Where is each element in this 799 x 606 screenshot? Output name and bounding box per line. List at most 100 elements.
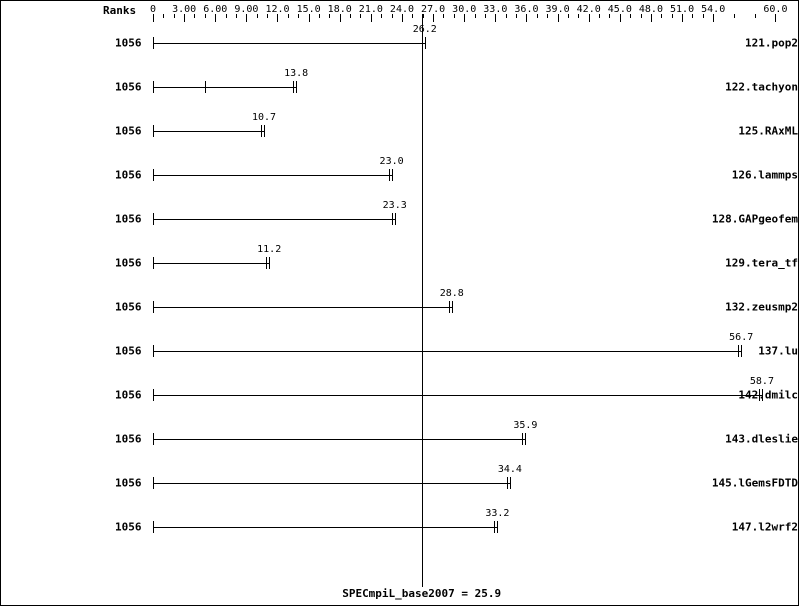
whisker-bar <box>153 527 497 528</box>
benchmark-name: 132.zeusmp2 <box>690 301 798 314</box>
benchmark-rank: 1056 <box>115 389 142 402</box>
whisker-end-cap <box>452 301 453 313</box>
benchmark-value-label: 23.0 <box>380 156 404 167</box>
whisker-end-cap <box>392 169 393 181</box>
benchmark-rank: 1056 <box>115 477 142 490</box>
benchmark-row: 142.dmilc105658.7 <box>1 373 798 417</box>
benchmark-name: 122.tachyon <box>690 81 798 94</box>
benchmark-row: 128.GAPgeofem105623.3 <box>1 197 798 241</box>
benchmark-name: 126.lammps <box>690 169 798 182</box>
whisker-bar <box>153 131 264 132</box>
benchmark-row: 125.RAxML 1056 10.7 <box>1 109 798 153</box>
whisker-end-cap <box>510 477 511 489</box>
whisker-end-cap-inner <box>266 257 267 269</box>
benchmark-rank: 1056 <box>115 125 142 138</box>
whisker-bar <box>153 307 452 308</box>
whisker-bar <box>153 439 525 440</box>
benchmark-name: 143.dleslie <box>690 433 798 446</box>
whisker-bar <box>153 219 395 220</box>
axis-tick-label: 21.0 <box>359 4 383 15</box>
whisker-end-cap-inner <box>494 521 495 533</box>
axis-tick-label: 27.0 <box>421 4 445 15</box>
axis-tick-label: 60.0 <box>763 4 787 15</box>
benchmark-value-label: 35.9 <box>513 420 537 431</box>
axis-minor-tick <box>568 14 569 18</box>
benchmark-rank: 1056 <box>115 213 142 226</box>
whisker-end-cap-inner <box>522 433 523 445</box>
axis-minor-tick <box>350 14 351 18</box>
benchmark-row: 121.pop2105626.2 <box>1 21 798 65</box>
axis-minor-tick <box>257 14 258 18</box>
chart-container: Ranks 03.006.009.0012.015.018.021.024.02… <box>0 0 799 606</box>
axis-minor-tick <box>475 14 476 18</box>
whisker-end-cap <box>425 37 426 49</box>
whisker-bar <box>153 87 296 88</box>
benchmark-value-label: 56.7 <box>729 332 753 343</box>
benchmark-value-label: 11.2 <box>257 244 281 255</box>
benchmark-rank: 1056 <box>115 37 142 50</box>
whisker-bar <box>153 351 741 352</box>
whisker-end-cap <box>296 81 297 93</box>
benchmark-row: 132.zeusmp2105628.8 <box>1 285 798 329</box>
axis-tick-label: 6.00 <box>203 4 227 15</box>
axis-tick-label: 54.0 <box>701 4 725 15</box>
whisker-end-cap <box>762 389 763 401</box>
whisker-end-cap-inner <box>738 345 739 357</box>
benchmark-row: 122.tachyon 1056 13.8 <box>1 65 798 109</box>
axis-minor-tick <box>537 14 538 18</box>
whisker-end-cap <box>741 345 742 357</box>
whisker-bar <box>153 263 269 264</box>
axis-tick-label: 48.0 <box>639 4 663 15</box>
axis-minor-tick <box>692 14 693 18</box>
axis-minor-tick <box>412 14 413 18</box>
benchmark-rank: 1056 <box>115 169 142 182</box>
whisker-end-cap <box>525 433 526 445</box>
ranks-column-header: Ranks <box>103 4 136 17</box>
benchmark-row: 137.lu105656.7 <box>1 329 798 373</box>
benchmark-name: 125.RAxML <box>690 125 798 138</box>
benchmark-rank: 1056 <box>115 345 142 358</box>
axis-tick-label: 45.0 <box>608 4 632 15</box>
whisker-end-cap-inner <box>449 301 450 313</box>
benchmark-row: 145.lGemsFDTD105634.4 <box>1 461 798 505</box>
benchmark-rank: 1056 <box>115 433 142 446</box>
footer-label: SPECmpiL_base2007 = 25.9 <box>342 587 501 600</box>
benchmark-name: 129.tera_tf <box>690 257 798 270</box>
benchmark-value-label: 10.7 <box>252 112 276 123</box>
axis-tick-label: 24.0 <box>390 4 414 15</box>
benchmark-rank: 1056 <box>115 81 142 94</box>
whisker-bar <box>153 175 392 176</box>
whisker-end-cap <box>497 521 498 533</box>
whisker-bar <box>153 395 762 396</box>
axis-tick-label: 15.0 <box>297 4 321 15</box>
whisker-end-cap <box>395 213 396 225</box>
axis-tick-label: 33.0 <box>483 4 507 15</box>
whisker-end-cap-inner <box>389 169 390 181</box>
benchmark-rank: 1056 <box>115 257 142 270</box>
axis-minor-tick <box>630 14 631 18</box>
axis-minor-tick <box>381 14 382 18</box>
benchmark-value-label: 13.8 <box>284 68 308 79</box>
benchmark-row: 129.tera_tf 1056 11.2 <box>1 241 798 285</box>
axis-minor-tick <box>288 14 289 18</box>
axis-minor-tick <box>755 14 756 18</box>
whisker-extra-mark <box>205 81 206 93</box>
benchmark-value-label: 58.7 <box>750 376 774 387</box>
axis-tick-label: 3.00 <box>172 4 196 15</box>
benchmark-name: 121.pop2 <box>690 37 798 50</box>
axis-tick-label: 12.0 <box>265 4 289 15</box>
benchmark-row: 143.dleslie 1056 35.9 <box>1 417 798 461</box>
benchmark-name: 145.lGemsFDTD <box>690 477 798 490</box>
axis-minor-tick <box>661 14 662 18</box>
axis-tick-label: 9.00 <box>234 4 258 15</box>
whisker-end-cap-inner <box>293 81 294 93</box>
benchmark-value-label: 23.3 <box>383 200 407 211</box>
benchmark-row: 126.lammps 1056 23.0 <box>1 153 798 197</box>
benchmark-rank: 1056 <box>115 521 142 534</box>
axis-minor-tick <box>734 14 735 18</box>
whisker-end-cap-inner <box>392 213 393 225</box>
whisker-end-cap-inner <box>759 389 760 401</box>
axis-tick-label: 30.0 <box>452 4 476 15</box>
axis-minor-tick <box>319 14 320 18</box>
axis-tick-label: 18.0 <box>328 4 352 15</box>
